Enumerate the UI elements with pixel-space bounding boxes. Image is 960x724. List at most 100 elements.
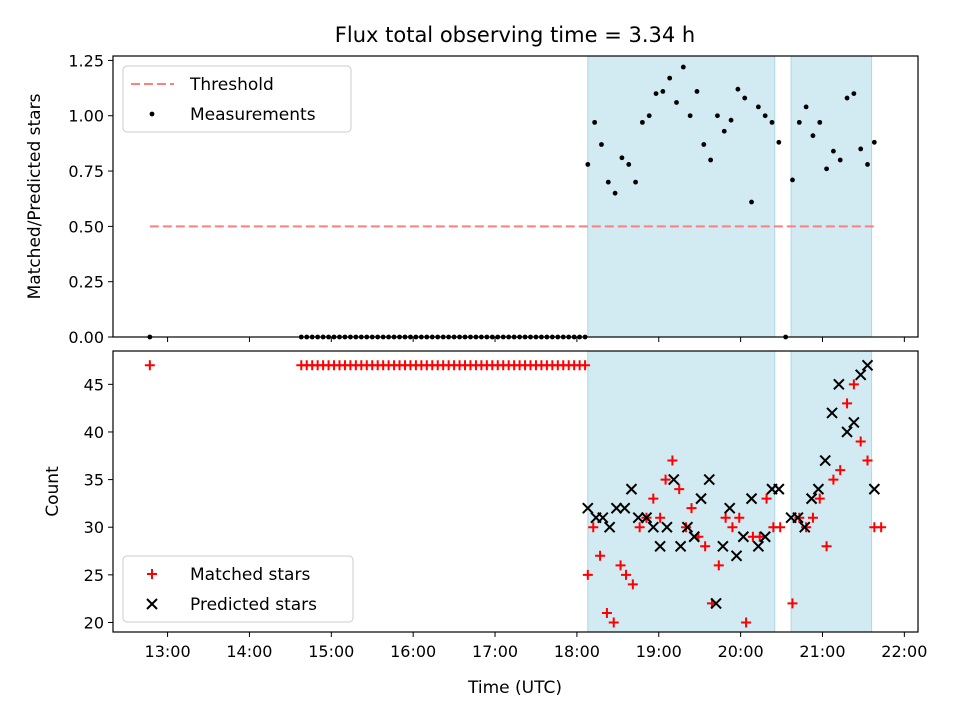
matched-star-point xyxy=(821,541,832,552)
matched-star-point xyxy=(621,569,632,580)
legend-box xyxy=(122,555,354,623)
matched-star-point xyxy=(601,607,612,618)
predicted-star-point xyxy=(632,511,645,524)
measurement-point xyxy=(790,177,795,183)
predicted-star-point xyxy=(710,597,722,610)
predicted-star-point xyxy=(805,492,818,505)
measurement-point xyxy=(755,104,761,110)
measurement-point xyxy=(715,113,720,119)
y-tick-label: 40 xyxy=(84,423,104,442)
measurement-point xyxy=(810,133,816,139)
legend-box xyxy=(122,65,352,133)
measurement-point xyxy=(776,139,782,145)
predicted-star-point xyxy=(647,521,660,533)
predicted-star-point xyxy=(868,483,881,495)
matched-star-point xyxy=(862,455,873,466)
matched-star-point xyxy=(807,512,818,523)
measurement-point xyxy=(708,157,714,163)
predicted-star-point xyxy=(618,502,631,514)
predicted-star-point xyxy=(848,416,860,429)
predicted-star-point xyxy=(640,511,653,524)
measurement-point xyxy=(796,119,802,125)
y-tick-label: 20 xyxy=(84,613,104,632)
measurement-point xyxy=(612,190,618,196)
measurement-point xyxy=(769,119,775,125)
measurement-point xyxy=(701,142,707,147)
matched-star-point xyxy=(655,512,666,523)
matched-star-point xyxy=(627,579,638,590)
predicted-star-point xyxy=(759,531,771,543)
matched-star-point xyxy=(667,455,678,466)
x-tick-label: 13:00 xyxy=(145,642,191,661)
matched-star-point xyxy=(855,436,866,447)
measurement-point xyxy=(871,139,877,145)
measurement-point xyxy=(626,162,632,167)
measurement-point xyxy=(865,162,870,167)
predicted-star-point xyxy=(792,511,804,524)
axes-frame xyxy=(112,55,919,338)
shaded-interval xyxy=(790,350,873,633)
y-tick-label: 0.00 xyxy=(68,328,104,347)
shaded-interval xyxy=(587,350,776,633)
measurement-point xyxy=(817,119,823,125)
y-tick-label: 1.25 xyxy=(68,51,104,70)
predicted-star-point xyxy=(610,502,623,514)
measurement-point xyxy=(721,128,727,134)
predicted-star-point xyxy=(688,531,700,543)
predicted-star-point xyxy=(654,540,666,552)
matched-star-point xyxy=(588,522,599,533)
y-tick-label: 35 xyxy=(84,471,104,490)
matched-star-point xyxy=(674,484,685,495)
matched-star-point xyxy=(720,512,731,523)
measurement-point xyxy=(735,86,741,92)
predicted-star-point xyxy=(674,540,687,552)
bottom-panel: 13:00 14:00 15:00 16:00 17:00 18:00 19:00 20:00… xyxy=(43,350,927,661)
measurement-point xyxy=(592,119,598,125)
series-dot xyxy=(147,64,877,340)
predicted-star-point xyxy=(695,492,707,505)
matched-star-point xyxy=(648,493,659,504)
predicted-star-point xyxy=(826,407,838,419)
predicted-star-point xyxy=(737,531,750,543)
measurement-point xyxy=(605,179,611,185)
x-tick-label: 16:00 xyxy=(390,642,436,661)
measurement-point xyxy=(667,75,673,81)
x-axis-label: Time (UTC) xyxy=(467,678,562,698)
matched-star-point xyxy=(580,360,591,371)
y-tick-label: 45 xyxy=(84,375,104,394)
matched-star-point xyxy=(713,560,724,571)
predicted-star-point xyxy=(773,483,785,495)
matched-star-point xyxy=(814,493,825,504)
y-axis-label: Matched/Predicted stars xyxy=(25,93,45,299)
matched-star-point xyxy=(734,512,745,523)
predicted-star-point xyxy=(861,359,874,371)
matched-star-point xyxy=(848,379,859,390)
measurement-point xyxy=(762,113,768,119)
predicted-star-point xyxy=(724,502,736,514)
axes-frame xyxy=(112,350,919,633)
measurement-point xyxy=(633,179,638,185)
x-tick-label: 17:00 xyxy=(472,642,518,661)
predicted-star-point xyxy=(603,521,616,533)
measurement-point xyxy=(585,162,591,167)
top-panel: 0.00 0.25 0.50 0.75 1.00 1.25 Matched/Predicte… xyxy=(25,51,919,347)
y-tick-label: 30 xyxy=(84,518,104,537)
predicted-star-point xyxy=(730,550,743,562)
y-axis-label: Count xyxy=(43,466,63,517)
predicted-star-point xyxy=(668,473,680,486)
matched-star-point xyxy=(787,598,798,609)
matched-star-point xyxy=(741,617,752,628)
matched-star-point xyxy=(775,522,786,533)
measurement-point xyxy=(837,157,843,163)
x-tick-label: 15:00 xyxy=(308,642,354,661)
measurement-point xyxy=(687,113,693,119)
legend-matched-swatch xyxy=(147,569,157,579)
x-tick-label: 22:00 xyxy=(881,642,927,661)
measurement-point xyxy=(646,113,652,119)
matched-star-point xyxy=(595,550,606,561)
legend: Threshold Measurements xyxy=(122,65,352,133)
legend-predicted-swatch xyxy=(146,598,158,610)
predicted-star-point xyxy=(819,454,831,467)
matched-star-point xyxy=(828,474,839,485)
